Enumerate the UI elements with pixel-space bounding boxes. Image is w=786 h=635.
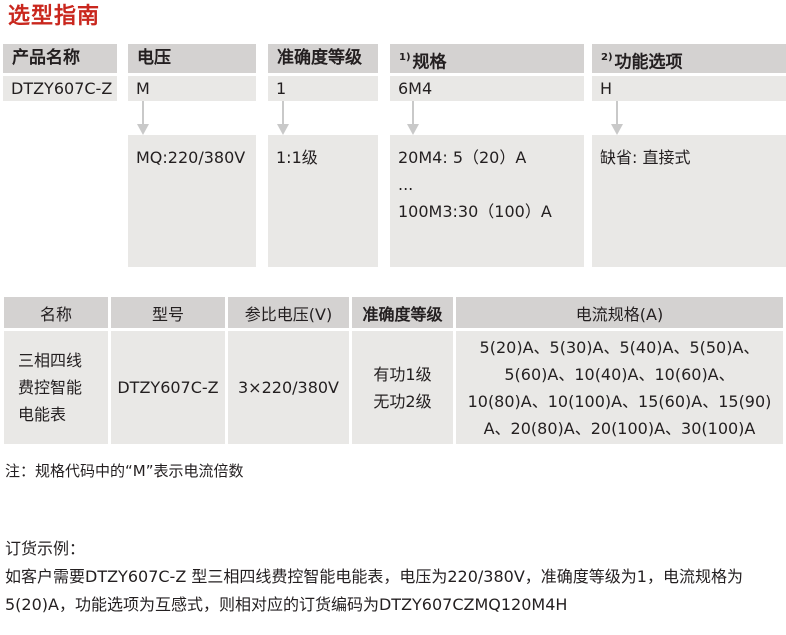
- function-option-legend-box: 缺省: 直接式: [592, 135, 786, 267]
- down-arrow-head-icon: [277, 124, 289, 135]
- column-header-spec-label: 规格: [412, 52, 447, 73]
- legend-line: 100M3:30（100）A: [398, 202, 552, 221]
- column-header-function-option-label: 功能选项: [614, 52, 683, 73]
- spec-header-model: 型号: [111, 297, 225, 328]
- column-header-function-option: 2) 功能选项: [592, 44, 786, 73]
- footnote: 注：规格代码中的“M”表示电流倍数: [5, 462, 244, 480]
- column-header-voltage: 电压: [128, 44, 256, 73]
- down-arrow-head-icon: [137, 124, 149, 135]
- legend-line: 缺省: 直接式: [600, 148, 691, 167]
- legend-line: ...: [398, 175, 414, 194]
- legend-line: 1:1级: [276, 148, 318, 167]
- spec-cell-name: 三相四线 费控智能 电能表: [4, 331, 108, 444]
- function-option-arrow-zone: [592, 101, 786, 135]
- accuracy-arrow-zone: [268, 101, 378, 135]
- legend-line: MQ:220/380V: [136, 148, 246, 167]
- down-arrow-icon: [282, 101, 284, 125]
- selector-column-product-name: 产品名称 DTZY607C-Z: [3, 44, 117, 101]
- legend-line: 20M4: 5（20）A: [398, 148, 527, 167]
- spec-header-accuracy: 准确度等级: [352, 297, 453, 328]
- spec-cell-model: DTZY607C-Z: [111, 331, 225, 444]
- page-title: 选型指南: [8, 4, 101, 29]
- spec-cell-reference-voltage: 3×220/380V: [228, 331, 349, 444]
- current-spec-line: 5(60)A、10(40)A、10(60)A、: [504, 364, 735, 384]
- column-header-product-name: 产品名称: [3, 44, 117, 73]
- column-value-accuracy: 1: [268, 76, 378, 101]
- spec-header-reference-voltage: 参比电压(V): [228, 297, 349, 328]
- current-spec-line: A、20(80)A、20(100)A、30(100)A: [483, 418, 756, 438]
- order-example: 订货示例： 如客户需要DTZY607C-Z 型三相四线费控智能电能表，电压为22…: [5, 535, 785, 619]
- spec-header-current-spec: 电流规格(A): [456, 297, 783, 328]
- spec-arrow-zone: [390, 101, 584, 135]
- down-arrow-icon: [142, 101, 144, 125]
- voltage-arrow-zone: [128, 101, 256, 135]
- order-example-text: 如客户需要DTZY607C-Z 型三相四线费控智能电能表，电压为220/380V…: [5, 567, 743, 614]
- current-spec-line: 10(80)A、10(100)A、15(60)A、15(90): [467, 391, 772, 411]
- name-line: 费控智能: [18, 378, 83, 397]
- column-value-product-name: DTZY607C-Z: [3, 76, 117, 101]
- accuracy-legend-box: 1:1级: [268, 135, 378, 267]
- column-value-function-option: H: [592, 76, 786, 101]
- model-code-diagram: 产品名称 DTZY607C-Z 电压 M MQ:220/380V 准确度等级 1…: [0, 44, 786, 268]
- column-value-spec: 6M4: [390, 76, 584, 101]
- spec-cell-accuracy: 有功1级 无功2级: [352, 331, 453, 444]
- name-line: 电能表: [18, 405, 67, 424]
- accuracy-line: 有功1级: [373, 364, 432, 384]
- spec-cell-current-spec: 5(20)A、5(30)A、5(40)A、5(50)A、 5(60)A、10(4…: [456, 331, 783, 444]
- selector-column-accuracy: 准确度等级 1 1:1级: [268, 44, 378, 267]
- column-value-voltage: M: [128, 76, 256, 101]
- selector-column-spec: 1) 规格 6M4 20M4: 5（20）A ... 100M3:30（100）A: [390, 44, 584, 267]
- voltage-legend-box: MQ:220/380V: [128, 135, 256, 267]
- accuracy-line: 无功2级: [373, 391, 432, 411]
- spec-table: 名称 型号 参比电压(V) 准确度等级 电流规格(A) 三相四线 费控智能 电能…: [4, 297, 783, 444]
- spec-legend-box: 20M4: 5（20）A ... 100M3:30（100）A: [390, 135, 584, 267]
- column-header-spec: 1) 规格: [390, 44, 584, 73]
- current-spec-line: 5(20)A、5(30)A、5(40)A、5(50)A、: [479, 337, 760, 357]
- down-arrow-head-icon: [407, 124, 419, 135]
- down-arrow-icon: [616, 101, 618, 125]
- down-arrow-icon: [412, 101, 414, 125]
- selector-column-voltage: 电压 M MQ:220/380V: [128, 44, 256, 267]
- footnote-marker-1: 1): [399, 52, 411, 63]
- name-line: 三相四线: [18, 351, 83, 370]
- column-header-accuracy: 准确度等级: [268, 44, 378, 73]
- footnote-marker-2: 2): [601, 52, 613, 63]
- order-example-label: 订货示例：: [5, 539, 86, 558]
- down-arrow-head-icon: [611, 124, 623, 135]
- spec-header-name: 名称: [4, 297, 108, 328]
- selector-column-function-option: 2) 功能选项 H 缺省: 直接式: [592, 44, 786, 267]
